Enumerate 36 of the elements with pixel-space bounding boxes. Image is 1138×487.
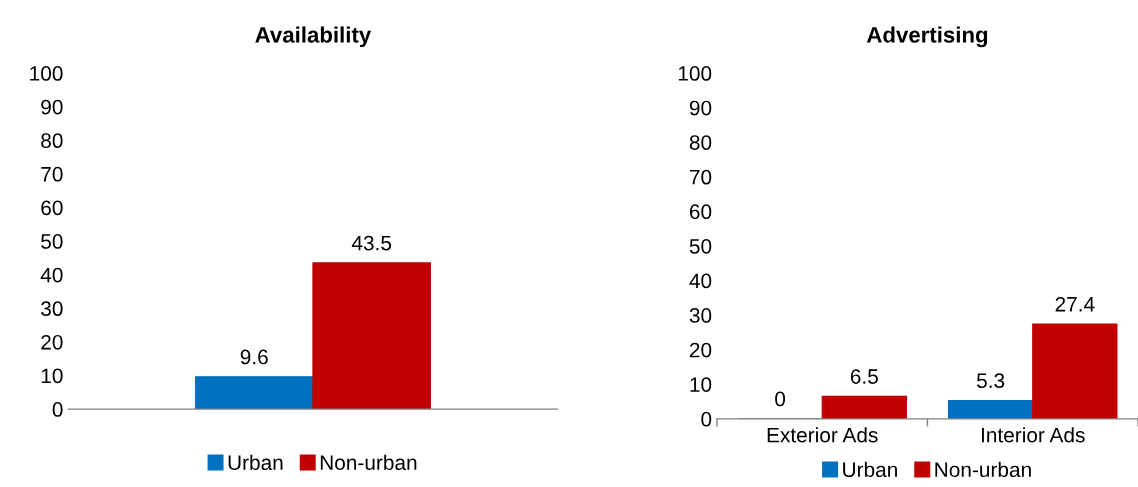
y-tick-label: 90 <box>41 99 63 115</box>
data-label: 9.6 <box>240 349 268 365</box>
y-tick-label: 60 <box>689 204 712 220</box>
y-tick-label: 30 <box>689 308 712 323</box>
y-tick-label: 70 <box>41 166 63 182</box>
y-tick-label: 70 <box>689 169 712 185</box>
chart-title: Availability <box>255 26 372 48</box>
chart-title: Advertising <box>866 26 988 48</box>
legend-label: Non-urban <box>935 461 1031 478</box>
legend-label: Non-urban <box>320 454 417 471</box>
y-tick-label: 50 <box>689 238 712 254</box>
y-tick-label: 80 <box>41 133 63 149</box>
y-tick-label: 20 <box>689 342 712 358</box>
y-tick-label: 10 <box>690 377 712 392</box>
data-label: 27.4 <box>1055 296 1095 312</box>
y-tick-label: 20 <box>41 334 63 350</box>
y-tick-label: 50 <box>41 234 63 249</box>
legend-label: Urban <box>228 454 283 471</box>
data-label: 0 <box>775 391 786 407</box>
y-tick-label: 30 <box>41 301 63 317</box>
x-tick-label: Exterior Ads <box>767 427 878 443</box>
legend-label: Urban <box>843 461 897 478</box>
data-label: 6.5 <box>850 369 878 384</box>
y-tick-label: 0 <box>52 402 63 417</box>
y-tick-label: 40 <box>689 273 712 289</box>
x-tick-label: Interior Ads <box>981 427 1085 443</box>
y-tick-label: 0 <box>701 411 712 427</box>
data-label: 43.5 <box>351 235 392 251</box>
y-tick-label: 80 <box>689 135 712 150</box>
y-tick-label: 60 <box>41 200 63 216</box>
y-tick-label: 10 <box>41 368 63 384</box>
y-tick-label: 40 <box>40 267 63 283</box>
data-label: 5.3 <box>976 373 1005 389</box>
y-tick-label: 90 <box>689 100 712 116</box>
y-tick-label: 100 <box>30 66 63 81</box>
y-tick-label: 100 <box>678 66 712 81</box>
